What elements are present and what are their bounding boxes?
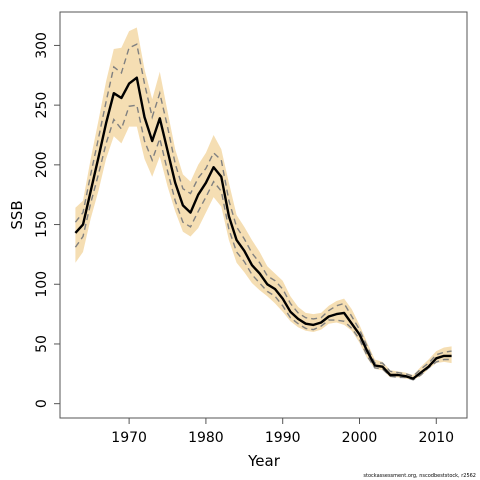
y-tick-label: 250 bbox=[34, 92, 50, 119]
y-tick-label: 200 bbox=[34, 151, 50, 178]
y-tick-label: 100 bbox=[34, 271, 50, 298]
upper-bound-line bbox=[74, 43, 452, 377]
x-tick-label: 2010 bbox=[418, 430, 454, 446]
confidence-band bbox=[75, 27, 452, 380]
x-tick-label: 1970 bbox=[111, 430, 147, 446]
x-axis: 1970 1980 1990 2000 2010 bbox=[111, 418, 454, 446]
y-axis-label: SSB bbox=[8, 200, 26, 229]
y-tick-label: 50 bbox=[34, 335, 50, 353]
lower-bound-line bbox=[74, 104, 452, 381]
credit-text: stockassessment.org, nscodbeststock, r25… bbox=[363, 473, 476, 479]
ssb-estimate-line bbox=[74, 76, 452, 380]
y-tick-label: 0 bbox=[34, 399, 50, 408]
x-tick-label: 2000 bbox=[342, 430, 378, 446]
x-axis-label: Year bbox=[247, 452, 281, 470]
plot-frame bbox=[59, 11, 468, 419]
x-tick-label: 1980 bbox=[188, 430, 224, 446]
plot-layer bbox=[74, 27, 452, 381]
x-tick-label: 1990 bbox=[265, 430, 301, 446]
y-axis: 0 50 100 150 200 250 300 bbox=[34, 32, 60, 408]
y-tick-label: 150 bbox=[34, 211, 50, 238]
y-tick-label: 300 bbox=[34, 32, 50, 59]
